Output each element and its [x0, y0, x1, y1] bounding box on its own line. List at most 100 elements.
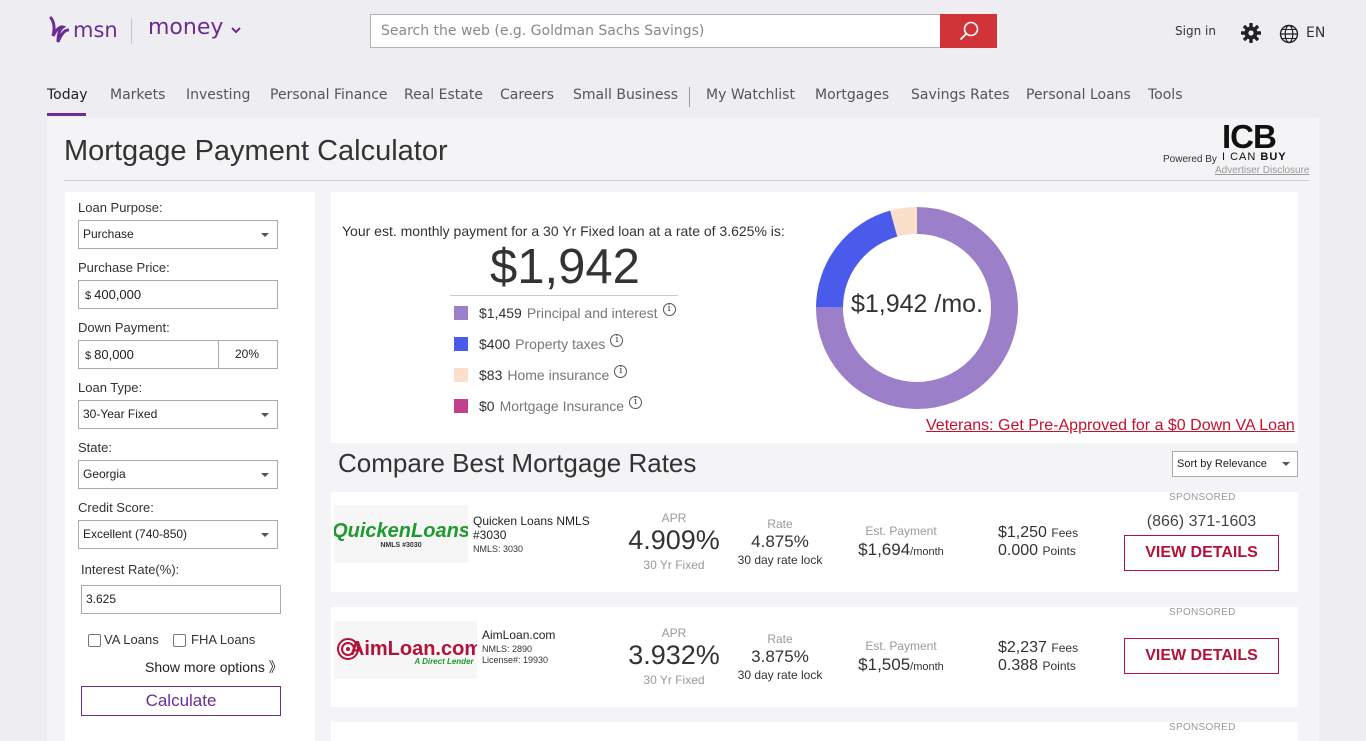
purchase-price-input[interactable]: $400,000 [78, 280, 278, 309]
donut-center-label: $1,942 /mo. [850, 290, 984, 318]
nav-personal-loans[interactable]: Personal Loans [1026, 87, 1131, 103]
nav-personal-finance[interactable]: Personal Finance [270, 87, 388, 103]
down-payment-label: Down Payment: [78, 320, 170, 335]
icb-logo-tagline: I CAN BUY [1222, 151, 1287, 163]
lender-name[interactable]: Quicken Loans NMLS #3030 [473, 514, 590, 542]
nav-markets[interactable]: Markets [110, 87, 166, 103]
nav-divider [689, 87, 690, 107]
search-button[interactable] [940, 14, 997, 48]
loan-purpose-select[interactable]: Purchase [78, 220, 278, 249]
sign-in-link[interactable]: Sign in [1175, 24, 1216, 38]
title-divider [64, 180, 1309, 181]
chevron-down-icon[interactable] [230, 24, 242, 36]
breakdown-mortgage-insurance: $0 Mortgage Insurance i [454, 395, 643, 414]
down-payment-percent-input[interactable]: 20% [218, 340, 278, 369]
nav-careers[interactable]: Careers [500, 87, 555, 103]
loan-type-label: Loan Type: [78, 380, 143, 395]
down-payment-input[interactable]: $80,000 [78, 340, 219, 369]
fha-loans-label: FHA Loans [191, 632, 256, 647]
loan-purpose-value: Purchase [83, 227, 134, 241]
info-icon[interactable]: i [610, 333, 624, 347]
info-icon[interactable]: i [614, 364, 628, 378]
dropdown-caret-icon [261, 533, 269, 537]
sort-select[interactable]: Sort by Relevance [1172, 451, 1298, 477]
payment-divider [450, 295, 678, 296]
msn-logo[interactable]: msn [47, 16, 118, 44]
advertiser-disclosure-link[interactable]: Advertiser Disclosure [1215, 165, 1310, 176]
dropdown-caret-icon [261, 233, 269, 237]
state-select[interactable]: Georgia [78, 460, 278, 489]
msn-butterfly-icon [49, 16, 69, 43]
view-details-button[interactable]: VIEW DETAILS [1124, 535, 1279, 571]
rate-label: Rate [767, 517, 793, 531]
purchase-price-label: Purchase Price: [78, 260, 170, 275]
nav-real-estate[interactable]: Real Estate [404, 87, 483, 103]
icb-logo: ICB [1222, 118, 1277, 155]
state-label: State: [78, 440, 112, 455]
va-loan-link[interactable]: Veterans: Get Pre-Approved for a $0 Down… [926, 417, 1295, 434]
state-value: Georgia [83, 467, 126, 481]
nav-savings-rates[interactable]: Savings Rates [911, 87, 1010, 103]
legend-swatch [454, 337, 468, 351]
va-loans-checkbox[interactable] [88, 634, 101, 647]
purchase-price-value: 400,000 [94, 287, 142, 302]
dropdown-caret-icon [1282, 462, 1290, 466]
search-icon [959, 21, 978, 41]
top-bar: msn money Search the web (e.g. Goldman S… [0, 0, 1366, 68]
compare-rates-title: Compare Best Mortgage Rates [338, 448, 697, 478]
calculate-button[interactable]: Calculate [81, 686, 281, 716]
apr-value: 3.932% [628, 640, 720, 670]
estimate-description: Your est. monthly payment for a 30 Yr Fi… [342, 223, 785, 239]
logo-text: QuickenLoans [334, 520, 468, 542]
rate-lock: 30 day rate lock [737, 668, 823, 682]
payment-value: $1,694/month [858, 540, 944, 559]
breakdown-home-insurance: $83 Home insurance i [454, 364, 628, 383]
payment-result-panel [331, 192, 1298, 443]
aimloan-logo[interactable]: AimLoan.com A Direct Lender [334, 621, 477, 679]
info-icon[interactable]: i [629, 395, 643, 409]
fha-loans-checkbox[interactable] [173, 634, 186, 647]
show-more-options-link[interactable]: Show more options 》 [145, 659, 283, 675]
language-selector[interactable]: EN [1306, 25, 1326, 41]
lender-name[interactable]: AimLoan.com [482, 628, 556, 642]
payment-value: $1,505/month [858, 655, 944, 674]
sponsored-label: SPONSORED [1169, 492, 1236, 503]
currency-symbol: $ [85, 290, 92, 302]
quicken-loans-logo[interactable]: QuickenLoans NMLS #3030 [334, 505, 468, 563]
loan-type-value: 30-Year Fixed [83, 407, 158, 421]
nav-tools[interactable]: Tools [1148, 87, 1183, 103]
rate-value: 3.875% [751, 647, 809, 666]
info-icon[interactable]: i [662, 302, 676, 316]
lender-phone[interactable]: (866) 371-1603 [1146, 513, 1257, 530]
search-input[interactable]: Search the web (e.g. Goldman Sachs Savin… [370, 14, 941, 48]
gear-icon[interactable] [1240, 22, 1262, 44]
rate-label: Rate [767, 632, 793, 646]
points-value: 0.000 Points [998, 542, 1076, 559]
credit-score-select[interactable]: Excellent (740-850) [78, 520, 278, 549]
view-details-button[interactable]: VIEW DETAILS [1124, 638, 1279, 674]
powered-by-label: Powered By [1163, 154, 1217, 165]
loan-type-select[interactable]: 30-Year Fixed [78, 400, 278, 429]
breakdown-principal: $1,459 Principal and interest i [454, 302, 676, 321]
nav-today[interactable]: Today [47, 87, 88, 103]
donut-slice-2 [890, 207, 918, 237]
points-value: 0.388 Points [998, 657, 1076, 674]
apr-term: 30 Yr Fixed [643, 558, 705, 572]
credit-score-value: Excellent (740-850) [83, 527, 188, 541]
logo-divider [131, 18, 132, 44]
globe-icon[interactable] [1279, 24, 1299, 44]
apr-term: 30 Yr Fixed [643, 673, 705, 687]
lender-nmls: NMLS: 3030 [473, 544, 524, 554]
nav-mortgages[interactable]: Mortgages [815, 87, 890, 103]
donut-slice-1 [816, 210, 898, 308]
nav-small-business[interactable]: Small Business [573, 87, 679, 103]
nav-investing[interactable]: Investing [186, 87, 251, 103]
fees-value: $2,237 Fees [998, 639, 1079, 656]
credit-score-label: Credit Score: [78, 500, 154, 515]
nav-my-watchlist[interactable]: My Watchlist [706, 87, 795, 103]
dropdown-caret-icon [261, 413, 269, 417]
interest-rate-input[interactable]: 3.625 [81, 585, 281, 614]
breakdown-property-taxes: $400 Property taxes i [454, 333, 624, 352]
dropdown-caret-icon [261, 473, 269, 477]
section-money-label[interactable]: money [148, 15, 224, 40]
